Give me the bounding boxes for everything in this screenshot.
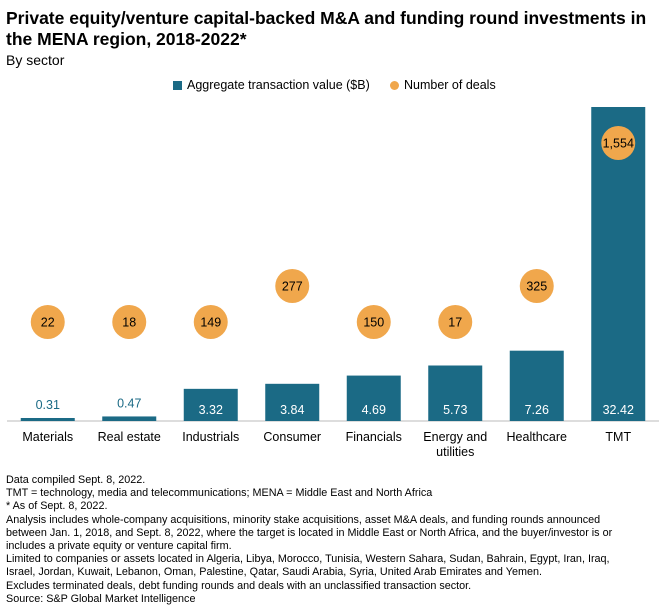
deals-value-label: 17 <box>448 316 462 330</box>
note-line: Analysis includes whole-company acquisit… <box>6 513 601 526</box>
bar-value-label: 0.47 <box>117 396 141 410</box>
x-tick-label: Financials <box>346 430 402 444</box>
note-line: Excludes terminated deals, debt funding … <box>6 579 472 592</box>
bar-3 <box>265 383 320 421</box>
legend-dot-swatch <box>390 80 399 90</box>
deals-dot-1 <box>112 305 147 339</box>
deals-dot-2 <box>193 305 228 339</box>
chart-plot: 0.31 22 Materials 0.47 18 Real estate 3.32 149 I… <box>7 107 659 459</box>
chart-title: Private equity/venture capital-backed M&… <box>6 8 647 49</box>
deals-value-label: 277 <box>282 280 303 294</box>
x-tick-label: TMT <box>605 430 631 444</box>
deals-value-label: 22 <box>41 316 55 330</box>
x-tick-label: Energy and utilities <box>423 430 487 459</box>
deals-dot-5 <box>438 305 473 339</box>
note-line: Limited to companies or assets located i… <box>6 553 610 566</box>
deals-value-label: 18 <box>122 316 136 330</box>
x-tick-label: Materials <box>22 430 73 444</box>
deals-dot-0 <box>30 305 65 339</box>
bar-2 <box>183 388 238 421</box>
deals-value-label: 325 <box>526 280 547 294</box>
bar-value-label: 5.73 <box>443 403 467 417</box>
x-tick-label: Healthcare <box>507 430 567 444</box>
legend-bar-swatch <box>173 80 182 90</box>
bar-6 <box>509 350 564 421</box>
note-line: includes a private equity or venture cap… <box>6 540 232 553</box>
legend-label-value: Aggregate transaction value ($B) <box>187 78 370 92</box>
legend-item-deals: Number of deals <box>390 78 496 92</box>
bar-value-label: 0.31 <box>36 398 60 412</box>
chart-notes: Data compiled Sept. 8, 2022. TMT = techno… <box>6 474 658 606</box>
bar-value-label: 3.84 <box>280 403 304 417</box>
deals-value-label: 1,554 <box>603 137 634 151</box>
deals-value-label: 150 <box>363 316 384 330</box>
bar-value-label: 7.26 <box>525 403 549 417</box>
note-line: TMT = technology, media and telecommunic… <box>6 487 433 500</box>
deals-dot-4 <box>356 305 391 339</box>
x-tick-label: Real estate <box>98 430 161 444</box>
legend-label-deals: Number of deals <box>404 78 496 92</box>
deals-dot-3 <box>275 269 310 303</box>
bar-5 <box>428 365 483 421</box>
note-line: * As of Sept. 8, 2022. <box>6 500 108 513</box>
chart-subtitle: By sector <box>6 52 65 68</box>
bar-value-label: 3.32 <box>199 403 223 417</box>
bar-0 <box>20 417 75 421</box>
bar-value-label: 4.69 <box>362 403 386 417</box>
note-line: Data compiled Sept. 8, 2022. <box>6 474 146 486</box>
deals-dot-6 <box>519 269 554 303</box>
bar-4 <box>346 375 401 421</box>
bar-value-label: 32.42 <box>603 403 634 417</box>
note-line: Israel, Jordan, Kuwait, Lebanon, Oman, P… <box>6 566 542 579</box>
note-line: Source: S&P Global Market Intelligence <box>6 592 196 605</box>
bar-1 <box>102 416 157 421</box>
x-tick-label: Industrials <box>182 430 239 444</box>
legend-item-value: Aggregate transaction value ($B) <box>173 78 370 92</box>
legend: Aggregate transaction value ($B) Number … <box>0 78 660 96</box>
deals-value-label: 149 <box>200 316 221 330</box>
note-line: between Jan. 1, 2018, and Sept. 8, 2022,… <box>6 526 613 539</box>
x-tick-label: Consumer <box>263 430 321 444</box>
deals-dot-7 <box>601 126 636 160</box>
